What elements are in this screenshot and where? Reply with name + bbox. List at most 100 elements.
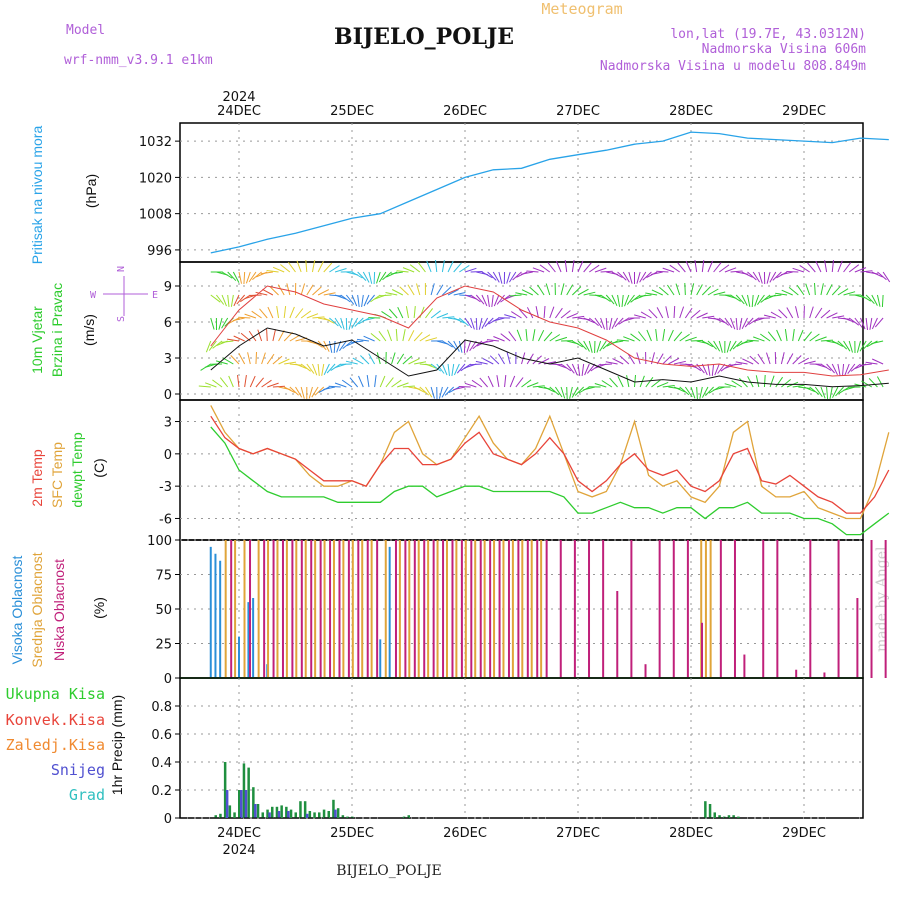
wind-barb bbox=[826, 284, 833, 296]
wind-barb bbox=[566, 386, 568, 400]
wind-barb bbox=[277, 284, 285, 296]
wind-barb bbox=[685, 260, 692, 273]
wind-barb bbox=[278, 330, 285, 342]
wind-barb bbox=[238, 271, 242, 284]
precip-bar bbox=[242, 763, 246, 818]
wind-barb bbox=[814, 282, 816, 296]
wind-barb bbox=[414, 361, 427, 365]
wind-barb bbox=[735, 317, 738, 331]
wind-barb bbox=[289, 334, 301, 342]
wind-barb bbox=[419, 334, 431, 342]
wind-barb bbox=[766, 271, 771, 284]
wind-barb bbox=[577, 340, 587, 350]
wind-barb bbox=[368, 271, 373, 284]
wind-barb bbox=[243, 271, 246, 285]
wind-barb bbox=[399, 286, 409, 296]
precip-bar bbox=[713, 812, 716, 818]
wind-barb bbox=[757, 353, 765, 365]
wind-barb bbox=[651, 379, 662, 388]
wind-barb bbox=[560, 363, 572, 372]
wind-barb bbox=[425, 337, 438, 342]
wind-barb bbox=[447, 363, 450, 376]
temp-label-3: dewpt Temp bbox=[69, 432, 85, 507]
wind-barb bbox=[266, 353, 275, 365]
wind-barb bbox=[370, 333, 381, 342]
precip-bar bbox=[277, 811, 281, 818]
pressure-label: Pritisak na nivou mora bbox=[29, 126, 45, 265]
wind-barb bbox=[506, 352, 511, 365]
wind-barb bbox=[640, 311, 652, 319]
wind-barb bbox=[385, 292, 398, 296]
wind-barb bbox=[636, 271, 641, 284]
wind-barb bbox=[436, 363, 445, 374]
wind-barb bbox=[416, 283, 421, 296]
wind-barb bbox=[690, 386, 696, 399]
wind-unit: (m/s) bbox=[81, 314, 97, 346]
precip-bar bbox=[261, 812, 264, 818]
wind-barb bbox=[656, 270, 669, 273]
precip-legend-frozen: Zaledj.Kisa bbox=[6, 736, 105, 754]
wind-barb bbox=[583, 262, 592, 273]
precip-bar bbox=[294, 812, 297, 818]
wind-barb bbox=[749, 355, 760, 365]
wind-barb bbox=[694, 260, 698, 273]
wind-barb bbox=[707, 288, 719, 296]
wind-barb bbox=[860, 294, 872, 302]
precip-bar bbox=[305, 813, 309, 818]
wind-barb bbox=[628, 271, 633, 284]
wind-barb bbox=[267, 306, 274, 319]
wind-barb bbox=[444, 386, 455, 396]
cloud-unit: (%) bbox=[91, 597, 107, 619]
wind-barb bbox=[630, 294, 641, 303]
wind-barb bbox=[832, 340, 844, 347]
y-tick-label: 75 bbox=[155, 569, 172, 584]
wind-barb bbox=[509, 375, 516, 388]
wind-barb bbox=[741, 271, 753, 278]
wind-barb bbox=[338, 340, 347, 352]
wind-barb bbox=[871, 317, 878, 330]
wind-barb bbox=[809, 386, 820, 395]
wind-barb bbox=[245, 271, 251, 284]
wind-barb bbox=[210, 294, 221, 303]
wind-barb bbox=[295, 363, 307, 369]
precip-bar bbox=[299, 801, 302, 818]
wind-compass-icon: N W E S bbox=[90, 266, 158, 322]
wind-barb bbox=[560, 283, 565, 296]
wind-barb bbox=[882, 271, 891, 283]
wind-barb bbox=[453, 317, 465, 324]
precip-bar bbox=[334, 809, 337, 818]
wind-barb bbox=[205, 340, 212, 353]
wind-barb bbox=[826, 386, 829, 400]
wind-barb bbox=[763, 314, 776, 319]
wind-barb bbox=[588, 340, 593, 353]
wind-barb bbox=[741, 340, 754, 344]
wind-barb bbox=[871, 358, 884, 365]
wind-barb bbox=[856, 340, 861, 353]
wind-barb bbox=[724, 317, 733, 328]
wind-barb bbox=[227, 294, 230, 307]
wind-barb bbox=[630, 333, 641, 342]
wind-barb bbox=[311, 260, 316, 273]
wind-barb bbox=[572, 315, 585, 319]
wind-barb bbox=[221, 271, 233, 279]
wind-barb bbox=[636, 352, 641, 365]
wind-barb bbox=[859, 363, 872, 366]
temp2m-line bbox=[210, 415, 890, 514]
wind-barb bbox=[218, 317, 223, 330]
wind-barb bbox=[666, 284, 675, 296]
wind-barb bbox=[430, 310, 441, 319]
wind-barb bbox=[244, 375, 247, 388]
wind-barb bbox=[543, 331, 553, 342]
wind-barb bbox=[619, 355, 630, 365]
wind-barb bbox=[669, 264, 680, 273]
wind-barb bbox=[366, 294, 375, 305]
wind-barb bbox=[860, 270, 873, 273]
precip-bar bbox=[732, 815, 735, 818]
cloud-label-low: Niska Oblacnost bbox=[51, 559, 67, 661]
wind-barb bbox=[295, 386, 303, 398]
wind-barb bbox=[442, 316, 455, 319]
wind-barb bbox=[549, 334, 561, 342]
lonlat-label: lon,lat (19.7E, 43.0312N) bbox=[670, 27, 866, 42]
wind-barb bbox=[837, 260, 843, 273]
wind-barb bbox=[442, 286, 452, 296]
